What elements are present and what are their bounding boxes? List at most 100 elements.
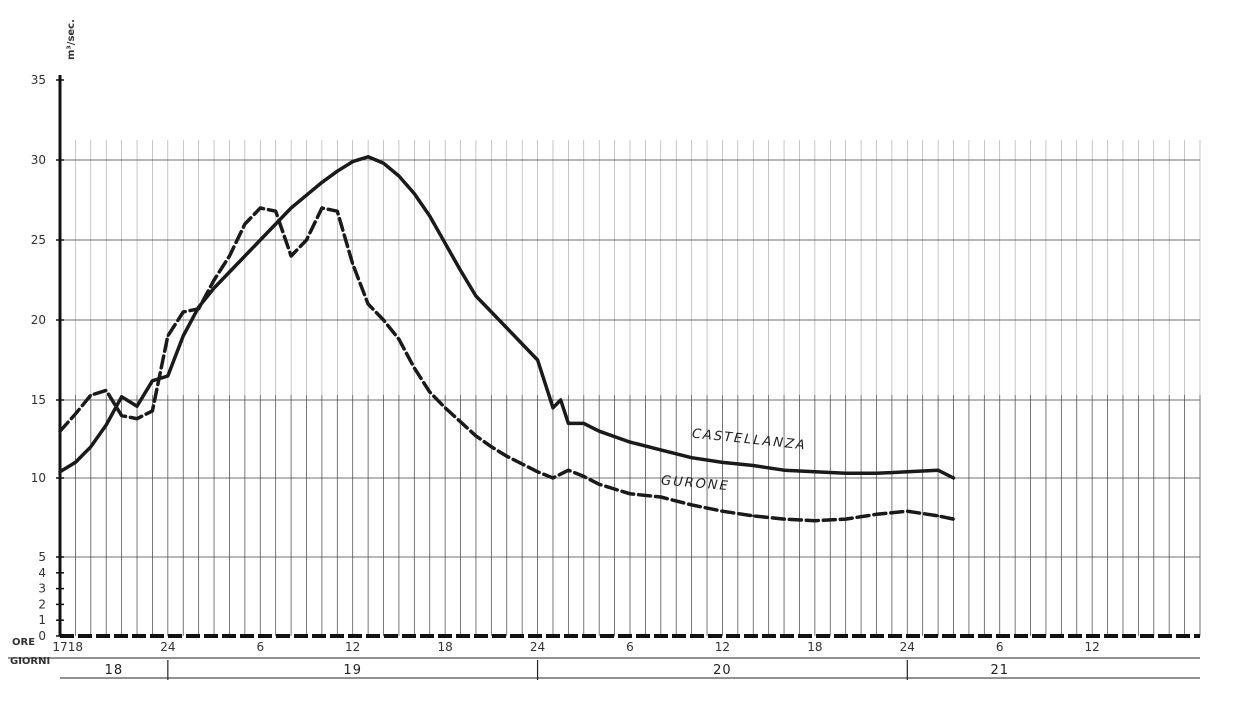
data-point bbox=[428, 390, 431, 394]
data-point bbox=[274, 222, 277, 226]
data-point bbox=[58, 470, 62, 473]
x-tick-label: 24 bbox=[530, 640, 545, 654]
y-tick-label: 4 bbox=[38, 566, 46, 580]
y-axis-label: m³/sec. bbox=[66, 19, 77, 60]
data-point bbox=[166, 334, 170, 338]
data-point bbox=[936, 469, 940, 472]
data-point bbox=[875, 472, 878, 475]
data-point bbox=[490, 310, 493, 314]
x-tick-label: 6 bbox=[996, 640, 1004, 654]
data-point bbox=[382, 162, 385, 165]
data-point bbox=[505, 326, 508, 330]
data-point bbox=[659, 448, 663, 452]
data-point bbox=[474, 434, 478, 438]
y-tick-label: 2 bbox=[38, 597, 46, 611]
y-tick-label: 35 bbox=[31, 73, 46, 87]
data-point bbox=[474, 294, 478, 298]
data-point bbox=[212, 286, 216, 290]
data-point bbox=[597, 430, 601, 433]
data-point bbox=[782, 517, 786, 521]
data-point bbox=[305, 238, 308, 242]
data-point bbox=[289, 206, 293, 210]
data-point bbox=[459, 420, 462, 424]
data-point bbox=[520, 462, 524, 466]
data-point bbox=[259, 238, 262, 242]
y-tick-label: 30 bbox=[31, 153, 46, 167]
data-point bbox=[366, 302, 370, 306]
data-point bbox=[89, 394, 93, 397]
days-row-label: GIORNI bbox=[10, 656, 50, 667]
axes bbox=[8, 75, 1200, 680]
data-point bbox=[551, 406, 555, 409]
data-point bbox=[952, 517, 955, 521]
day-label: 19 bbox=[343, 663, 362, 678]
data-point bbox=[89, 445, 93, 448]
x-tick-label: 6 bbox=[626, 640, 634, 654]
data-point bbox=[397, 338, 401, 341]
data-point bbox=[536, 358, 539, 362]
y-tick-label: 15 bbox=[31, 393, 46, 407]
x-tick-label: 12 bbox=[1085, 640, 1100, 654]
data-point bbox=[505, 454, 508, 458]
data-point bbox=[459, 269, 462, 272]
data-point bbox=[289, 254, 293, 258]
day-label: 21 bbox=[990, 663, 1009, 678]
series-label-castellanza: CASTELLANZA bbox=[691, 427, 807, 454]
data-point bbox=[151, 409, 154, 413]
data-point bbox=[351, 262, 354, 266]
series-lines bbox=[58, 155, 956, 523]
day-label: 20 bbox=[713, 663, 732, 678]
day-label: 18 bbox=[105, 663, 124, 678]
data-point bbox=[151, 379, 154, 382]
data-point bbox=[813, 470, 817, 473]
data-point bbox=[351, 160, 354, 163]
data-point bbox=[628, 492, 632, 495]
y-tick-label: 10 bbox=[31, 471, 46, 485]
data-point bbox=[228, 254, 231, 258]
y-tick-label: 20 bbox=[31, 313, 46, 327]
data-point bbox=[320, 206, 324, 210]
data-point bbox=[936, 514, 940, 518]
data-point bbox=[659, 495, 663, 499]
data-point bbox=[182, 334, 185, 338]
data-point bbox=[228, 270, 231, 274]
data-point bbox=[182, 310, 185, 314]
data-point bbox=[721, 509, 724, 513]
data-point bbox=[567, 422, 570, 425]
data-point bbox=[752, 464, 755, 467]
data-point bbox=[844, 472, 847, 475]
x-tick-label: 12 bbox=[715, 640, 730, 654]
data-point bbox=[58, 430, 62, 433]
data-point bbox=[135, 405, 139, 408]
data-point bbox=[559, 398, 562, 402]
y-tick-label: 0 bbox=[38, 629, 46, 643]
data-point bbox=[105, 423, 108, 427]
x-tick-label: 18 bbox=[68, 640, 83, 654]
data-point bbox=[567, 469, 570, 472]
data-point bbox=[490, 445, 493, 448]
data-point bbox=[782, 469, 786, 472]
data-point bbox=[690, 503, 693, 507]
y-tick-label: 1 bbox=[38, 613, 46, 627]
data-point bbox=[397, 174, 401, 178]
data-point bbox=[74, 412, 77, 416]
data-point bbox=[413, 366, 416, 370]
x-tick-label: 12 bbox=[345, 640, 360, 654]
data-point bbox=[952, 476, 955, 480]
data-point bbox=[752, 514, 755, 518]
x-tick-label: 6 bbox=[256, 640, 264, 654]
data-point bbox=[443, 406, 447, 409]
data-point bbox=[582, 475, 585, 478]
data-point bbox=[813, 519, 817, 522]
data-point bbox=[520, 342, 524, 346]
data-point bbox=[582, 422, 585, 425]
data-point bbox=[443, 242, 447, 245]
data-point bbox=[721, 461, 724, 464]
data-point bbox=[259, 206, 262, 210]
data-point bbox=[551, 476, 555, 480]
data-point bbox=[413, 192, 416, 195]
data-point bbox=[243, 254, 247, 258]
data-point bbox=[74, 461, 77, 464]
data-point bbox=[428, 214, 431, 218]
